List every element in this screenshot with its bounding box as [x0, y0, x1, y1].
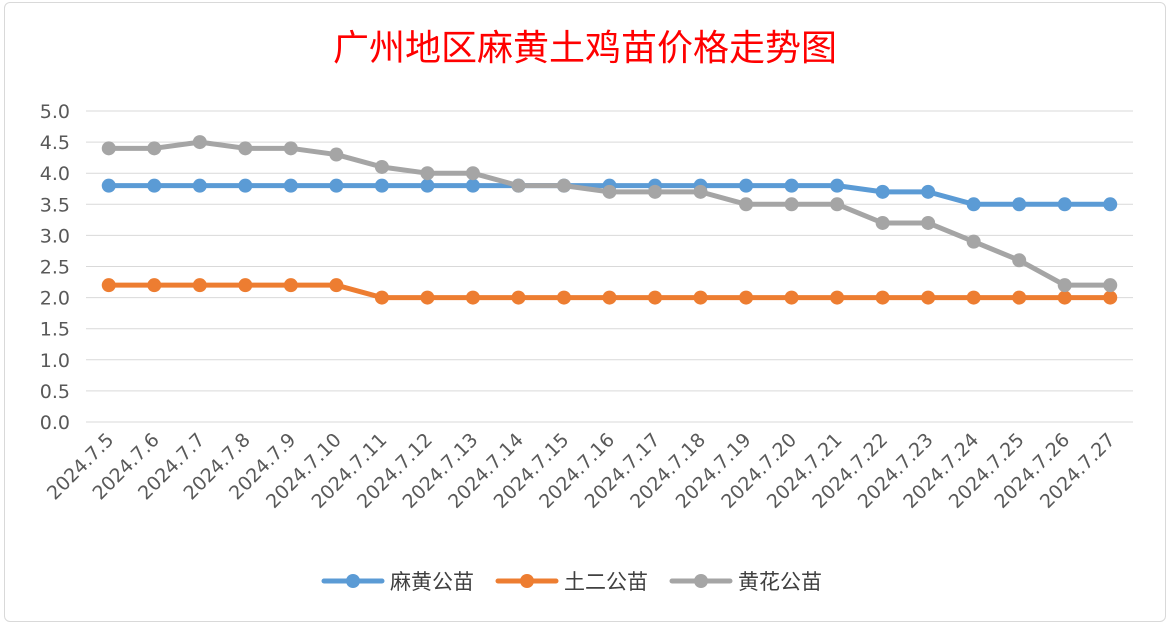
- data-point: [192, 278, 207, 293]
- legend-marker: [694, 574, 708, 588]
- data-point: [283, 278, 298, 293]
- data-point: [329, 178, 344, 193]
- data-point: [147, 278, 162, 293]
- data-point: [739, 290, 754, 305]
- data-point: [921, 215, 936, 230]
- data-point: [420, 166, 435, 181]
- data-point: [921, 184, 936, 199]
- data-point: [602, 184, 617, 199]
- y-tick-label: 1.0: [40, 350, 70, 372]
- data-point: [1103, 290, 1118, 305]
- data-point: [192, 178, 207, 193]
- data-point: [101, 141, 116, 156]
- data-point: [238, 178, 253, 193]
- data-point: [101, 278, 116, 293]
- data-point: [830, 197, 845, 212]
- data-point: [784, 178, 799, 193]
- data-point: [693, 290, 708, 305]
- data-point: [192, 135, 207, 150]
- legend-marker: [346, 574, 360, 588]
- chart-title: 广州地区麻黄土鸡苗价格走势图: [333, 28, 837, 69]
- data-point: [830, 290, 845, 305]
- data-point: [784, 197, 799, 212]
- data-point: [420, 290, 435, 305]
- y-tick-label: 2.0: [40, 288, 70, 310]
- data-point: [238, 141, 253, 156]
- legend-label: 麻黄公苗: [390, 570, 474, 594]
- legend-item: 黄花公苗: [669, 570, 822, 594]
- data-point: [101, 178, 116, 193]
- data-point: [966, 197, 981, 212]
- y-tick-label: 3.5: [40, 194, 70, 216]
- data-point: [147, 141, 162, 156]
- data-point: [147, 178, 162, 193]
- data-point: [784, 290, 799, 305]
- data-point: [329, 278, 344, 293]
- data-point: [556, 290, 571, 305]
- data-point: [374, 290, 389, 305]
- y-tick-label: 5.0: [40, 101, 70, 123]
- y-tick-label: 1.5: [40, 319, 70, 341]
- data-point: [739, 197, 754, 212]
- data-point: [465, 166, 480, 181]
- y-axis-ticks: 0.0 0.5 1.0 1.5 2.0 2.5 3.0 3.5 4.0 4.5 5.0: [40, 101, 70, 434]
- data-point: [648, 184, 663, 199]
- legend-item: 麻黄公苗: [321, 570, 474, 594]
- gridlines: [86, 110, 1133, 423]
- data-point: [374, 178, 389, 193]
- legend-label: 土二公苗: [564, 570, 648, 594]
- data-point: [511, 178, 526, 193]
- data-point: [693, 184, 708, 199]
- legend-label: 黄花公苗: [738, 570, 822, 594]
- data-point: [875, 290, 890, 305]
- series-2: [101, 278, 1118, 305]
- data-point: [1012, 290, 1027, 305]
- series-layer: [101, 135, 1118, 305]
- data-point: [283, 178, 298, 193]
- y-tick-label: 0.0: [40, 412, 70, 434]
- y-tick-label: 4.0: [40, 163, 70, 185]
- data-point: [420, 178, 435, 193]
- data-point: [1057, 278, 1072, 293]
- y-tick-label: 3.0: [40, 225, 70, 247]
- data-point: [1057, 197, 1072, 212]
- series-line: [106, 139, 1113, 288]
- data-point: [1103, 197, 1118, 212]
- data-point: [238, 278, 253, 293]
- y-tick-label: 2.5: [40, 257, 70, 279]
- data-point: [966, 234, 981, 249]
- data-point: [830, 178, 845, 193]
- data-point: [921, 290, 936, 305]
- data-point: [602, 290, 617, 305]
- data-point: [1012, 253, 1027, 268]
- data-point: [511, 290, 526, 305]
- chart-frame: [4, 2, 1166, 622]
- data-point: [465, 290, 480, 305]
- y-tick-label: 0.5: [40, 381, 70, 403]
- data-point: [374, 159, 389, 174]
- data-point: [1057, 290, 1072, 305]
- data-point: [465, 178, 480, 193]
- legend-item: 土二公苗: [495, 570, 648, 594]
- data-point: [329, 147, 344, 162]
- data-point: [966, 290, 981, 305]
- data-point: [556, 178, 571, 193]
- data-point: [1103, 278, 1118, 293]
- data-point: [875, 184, 890, 199]
- legend-marker: [520, 574, 534, 588]
- data-point: [875, 215, 890, 230]
- series-3: [101, 135, 1118, 293]
- data-point: [283, 141, 298, 156]
- data-point: [1012, 197, 1027, 212]
- data-point: [648, 290, 663, 305]
- y-tick-label: 4.5: [40, 132, 70, 154]
- x-axis-ticks: 2024.7.52024.7.62024.7.72024.7.82024.7.9…: [43, 429, 1120, 513]
- data-point: [739, 178, 754, 193]
- legend: 麻黄公苗 土二公苗 黄花公苗: [321, 570, 822, 594]
